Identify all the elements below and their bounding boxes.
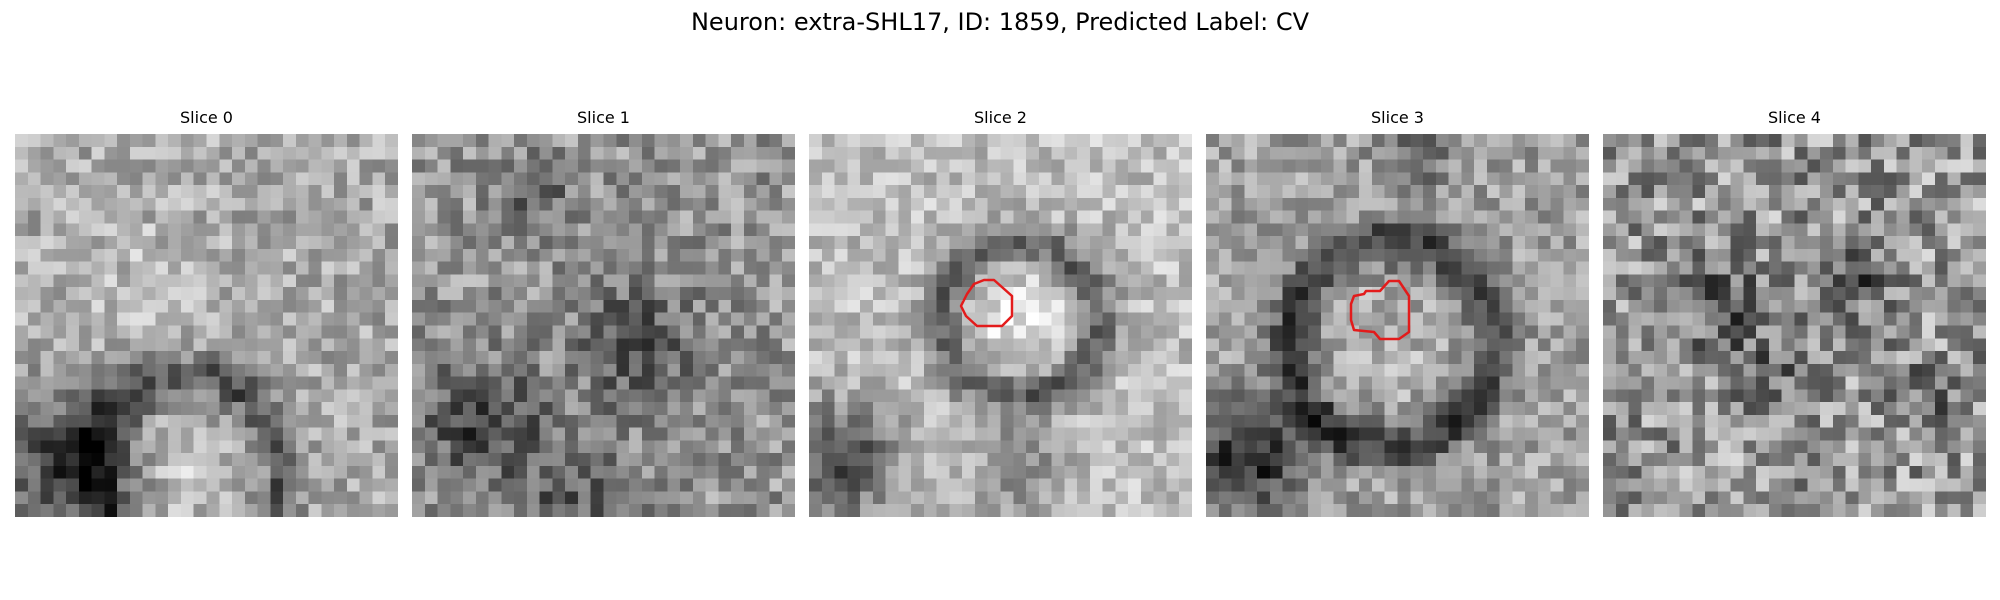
- slice-image: [1206, 134, 1589, 517]
- slice-panel-0: Slice 0: [15, 108, 398, 517]
- figure-title: Neuron: extra-SHL17, ID: 1859, Predicted…: [690, 8, 1310, 36]
- slice-image: [809, 134, 1192, 517]
- slice-title: Slice 0: [180, 108, 233, 127]
- slice-image: [15, 134, 398, 517]
- slice-panel-1: Slice 1: [412, 108, 795, 517]
- slice-title: Slice 3: [1371, 108, 1424, 127]
- slice-image: [1603, 134, 1986, 517]
- slice-panel-3: Slice 3: [1206, 108, 1589, 517]
- slice-title: Slice 4: [1768, 108, 1821, 127]
- slice-image: [412, 134, 795, 517]
- roi-contour: [959, 278, 1014, 328]
- slice-title: Slice 1: [577, 108, 630, 127]
- slice-panel-4: Slice 4: [1603, 108, 1986, 517]
- roi-contour: [1349, 279, 1411, 341]
- slice-title: Slice 2: [974, 108, 1027, 127]
- slice-panel-2: Slice 2: [809, 108, 1192, 517]
